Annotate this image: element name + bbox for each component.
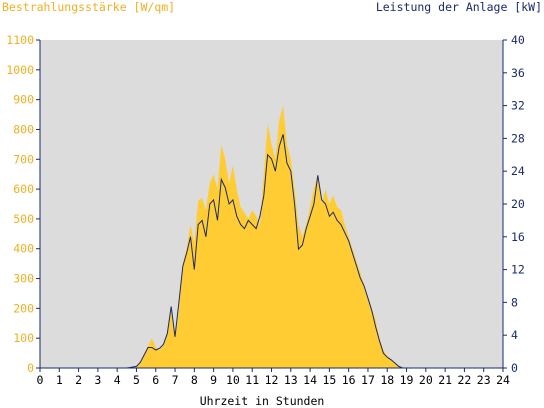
irradiance-series <box>40 105 503 368</box>
right-tick-label: 36 <box>511 66 525 80</box>
x-tick-label: 21 <box>438 373 452 387</box>
right-tick-label: 40 <box>511 33 525 47</box>
left-tick-label: 900 <box>13 93 34 107</box>
axes <box>36 39 507 372</box>
x-tick-label: 5 <box>133 373 140 387</box>
right-tick-label: 16 <box>511 230 525 244</box>
x-tick-label: 23 <box>477 373 491 387</box>
x-tick-label: 12 <box>265 373 279 387</box>
x-tick-label: 11 <box>245 373 259 387</box>
left-tick-label: 1100 <box>6 33 34 47</box>
x-tick-label: 3 <box>94 373 101 387</box>
x-tick-label: 9 <box>210 373 217 387</box>
right-tick-label: 28 <box>511 131 525 145</box>
x-tick-label: 22 <box>457 373 471 387</box>
left-tick-label: 600 <box>13 182 34 196</box>
irradiance-area <box>40 105 503 368</box>
chart-title-right: Leistung der Anlage [kW] <box>376 0 542 14</box>
left-tick-label: 300 <box>13 272 34 286</box>
right-tick-label: 20 <box>511 197 525 211</box>
left-tick-label: 400 <box>13 242 34 256</box>
x-axis-title: Uhrzeit in Stunden <box>200 394 325 408</box>
left-tick-label: 100 <box>13 331 34 345</box>
x-tick-label: 18 <box>380 373 394 387</box>
right-tick-label: 32 <box>511 99 525 113</box>
x-tick-label: 6 <box>152 373 159 387</box>
left-tick-label: 500 <box>13 212 34 226</box>
x-tick-label: 16 <box>342 373 356 387</box>
x-tick-label: 8 <box>191 373 198 387</box>
x-tick-label: 24 <box>496 373 510 387</box>
x-tick-label: 17 <box>361 373 375 387</box>
x-tick-label: 19 <box>400 373 414 387</box>
right-tick-label: 24 <box>511 164 525 178</box>
left-tick-label: 800 <box>13 122 34 136</box>
left-tick-label: 700 <box>13 152 34 166</box>
chart-title-left: Bestrahlungsstärke [W/qm] <box>2 0 175 14</box>
x-tick-label: 7 <box>172 373 179 387</box>
x-tick-label: 15 <box>322 373 336 387</box>
right-tick-label: 0 <box>511 361 518 375</box>
left-tick-label: 1000 <box>6 63 34 77</box>
power-series <box>40 134 503 369</box>
tick-labels: 0100200300400500600700800900100011000481… <box>6 33 525 387</box>
x-tick-label: 1 <box>56 373 63 387</box>
left-tick-label: 0 <box>27 361 34 375</box>
left-tick-label: 200 <box>13 301 34 315</box>
x-tick-label: 20 <box>419 373 433 387</box>
power-line <box>40 134 503 369</box>
x-tick-label: 4 <box>114 373 121 387</box>
x-tick-label: 0 <box>37 373 44 387</box>
right-tick-label: 12 <box>511 263 525 277</box>
right-tick-label: 4 <box>511 328 518 342</box>
x-tick-label: 2 <box>75 373 82 387</box>
right-tick-label: 8 <box>511 295 518 309</box>
x-tick-label: 13 <box>284 373 298 387</box>
x-tick-label: 14 <box>303 373 317 387</box>
x-tick-label: 10 <box>226 373 240 387</box>
